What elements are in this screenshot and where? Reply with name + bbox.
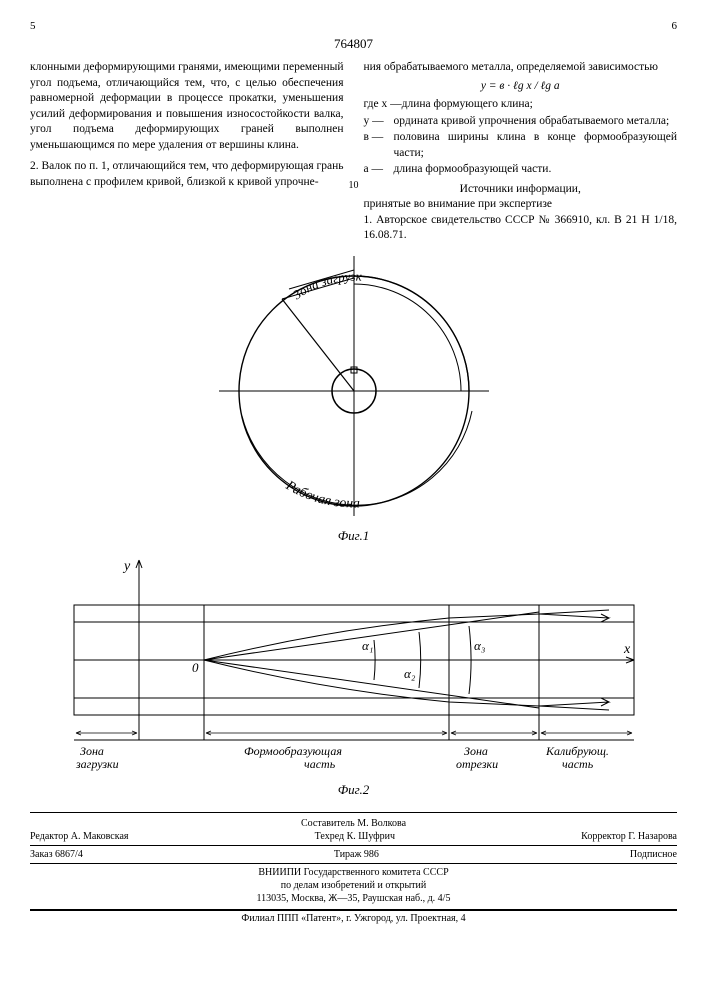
right-column: ния обрабатываемого металла, определяемо… [364,60,678,244]
formula: y = в · ℓg x / ℓg a [364,79,678,95]
fig2-label: Фиг.2 [30,782,677,798]
sources-ref: 1. Авторское свидетельство СССР № 366910… [364,213,678,244]
line-number-10: 10 [349,180,359,191]
y-axis-label: y [122,559,131,574]
page-right: 6 [672,20,678,32]
svg-text:часть: часть [562,757,594,771]
def-b: половина ширины клина в конце формообраз… [394,130,678,161]
sources-title: Источники информации, [364,182,678,198]
sources-line: принятые во внимание при экспертизе [364,197,678,213]
footer-org2: по делам изобретений и открытий [30,879,677,892]
footer-org: ВНИИПИ Государственного комитета СССР [30,866,677,879]
footer-corr: Корректор Г. Назарова [581,830,677,843]
def-y: ордината кривой упрочнения обрабатываемо… [394,114,670,130]
left-column: клонными деформирующими гранями, имеющим… [30,60,344,244]
patent-number: 764807 [30,36,677,52]
footer-addr: 113035, Москва, Ж—35, Раушская наб., д. … [30,892,677,905]
footer-tirazh: Тираж 986 [334,848,379,861]
footer-tech: Техред К. Шуфрич [315,830,395,843]
zone-calib: Калибрующ. [545,744,609,758]
def-a-sym: a — [364,162,394,178]
def-b-sym: в — [364,130,394,161]
svg-text:часть: часть [304,757,336,771]
footer: Составитель М. Волкова Редактор А. Маков… [30,812,677,910]
x-axis-label: x [623,642,631,657]
left-para-2: 2. Валок по п. 1, отличающийся тем, что … [30,159,344,190]
figure-1: Зона загрузки Рабочая зона Фиг.1 [30,256,677,544]
def-where: где x — [364,97,402,113]
svg-text:отрезки: отрезки [456,757,498,771]
alpha2: α₂ [404,666,416,681]
page-left: 5 [30,20,36,32]
right-para-1: ния обрабатываемого металла, определяемо… [364,60,678,76]
alpha1: α₁ [362,638,373,653]
footer-editor: Редактор А. Маковская [30,830,128,843]
zone-cut: Зона [464,744,488,758]
svg-text:загрузки: загрузки [75,757,119,771]
fig1-svg: Зона загрузки Рабочая зона [194,256,514,526]
def-y-sym: y — [364,114,394,130]
def-x: длина формующего клина; [402,97,533,113]
zone-form: Формообразующая [244,744,342,758]
origin-label: 0 [192,660,199,675]
fig2-svg: y x 0 α₁ α₂ α₃ Зона загрузки Формообразу… [64,550,644,780]
footer-subscr: Подписное [630,848,677,861]
footer-compiler: Составитель М. Волкова [30,817,677,830]
footer-order: Заказ 6867/4 [30,848,83,861]
left-para-1: клонными деформирующими гранями, имеющим… [30,60,344,153]
text-columns: клонными деформирующими гранями, имеющим… [30,60,677,244]
alpha3: α₃ [474,638,485,653]
svg-text:Рабочая зона: Рабочая зона [282,478,360,512]
figure-2: y x 0 α₁ α₂ α₃ Зона загрузки Формообразу… [30,550,677,798]
svg-text:Зона загрузки: Зона загрузки [194,256,363,302]
def-a: длина формообразующей части. [394,162,552,178]
zone-load: Зона [80,744,104,758]
footer-branch: Филиал ППП «Патент», г. Ужгород, ул. Про… [30,910,677,924]
fig1-label: Фиг.1 [30,528,677,544]
